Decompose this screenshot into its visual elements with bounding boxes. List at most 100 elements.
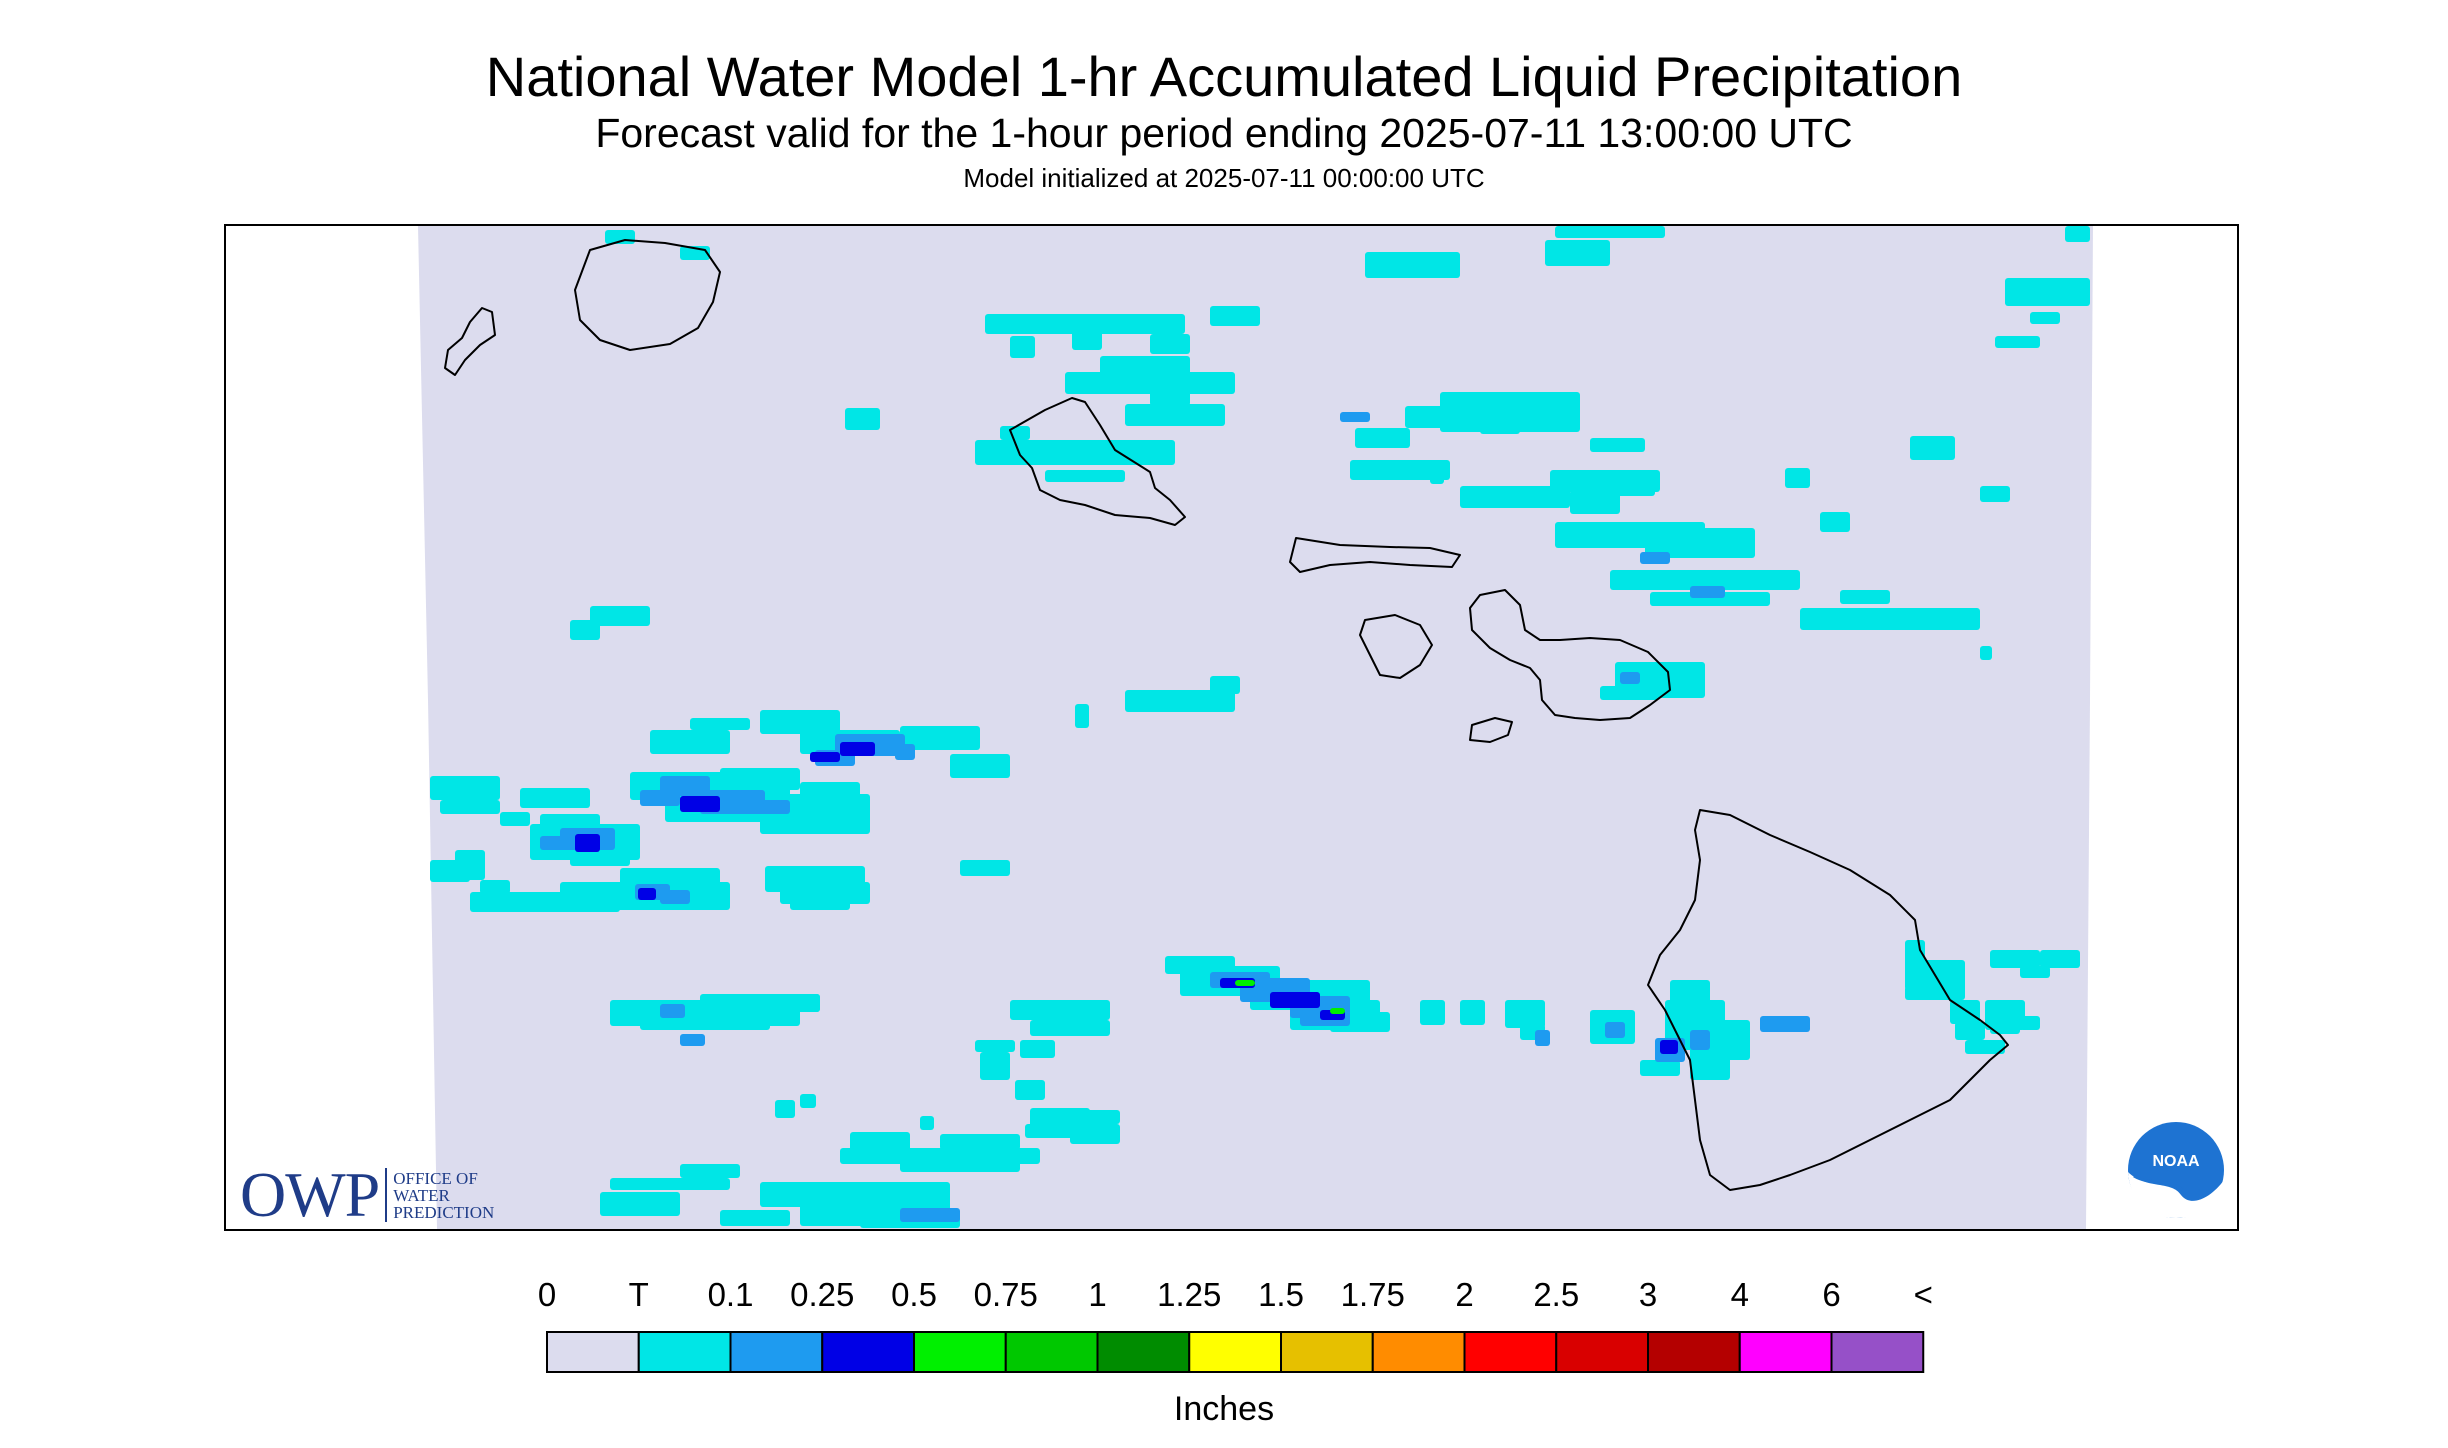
kauai-coast [574,239,721,351]
precip-cell-trace [975,1040,1015,1052]
legend-swatch-14 [1830,1331,1925,1373]
precip-cell-trace [1125,404,1225,426]
map-title: National Water Model 1-hr Accumulated Li… [485,45,1963,108]
precip-cell-trace [1125,690,1235,712]
precip-cell-trace [430,776,500,800]
precip-cell-trace [800,1094,816,1108]
legend-swatch-10 [1463,1331,1558,1373]
precip-cell-trace [1365,252,1460,278]
owp-word-2: WATER [393,1185,450,1205]
precip-cell-trace [1640,1060,1680,1076]
precip-cell-light [1640,552,1670,564]
precip-cell-trace [940,1134,1020,1150]
precip-cell-moderate [680,796,720,812]
precip-cell-trace [600,1192,680,1216]
precip-cell-trace [720,768,800,790]
legend-tick-label: 1.25 [1157,1276,1222,1313]
lanai-coast [1359,614,1433,679]
precip-cell-trace [1100,356,1190,376]
legend-tick-label: T [628,1276,649,1313]
kahoolawe-coast [1469,717,1513,743]
precip-cell-trace [1015,1080,1045,1100]
owp-word-1: OFFICE OF [393,1168,478,1188]
owp-logo-mark: OWP [240,1159,380,1230]
legend-tick-label: 6 [1822,1276,1841,1313]
precip-cell-light [660,1004,685,1018]
precip-cell-trace [480,880,510,894]
precip-cell-moderate [638,888,656,900]
precip-cell-trace [500,812,530,826]
precip-cell-trace [790,896,850,910]
precip-cell-trace [2065,226,2090,242]
legend-tick-label: 3 [1638,1276,1658,1313]
precip-cell-moderate [840,742,875,756]
legend-tick-label: 0.75 [973,1276,1038,1313]
precip-cell-trace [1980,646,1992,660]
precip-cell-trace [1650,592,1770,606]
legend-swatch-9 [1371,1331,1466,1373]
precip-cell-trace [1910,436,1955,460]
precip-cell-trace [800,782,860,806]
precip-cell-trace [1905,986,1925,1000]
legend-swatch-7 [1188,1331,1282,1373]
legend-swatch-2 [729,1331,824,1373]
niihau-coast [444,307,496,376]
precip-cell-trace [850,1132,910,1152]
legend-swatch-1 [637,1331,732,1373]
precip-cell-trace [1645,528,1755,558]
precip-cell-trace [650,730,730,754]
precip-cell-trace [1210,676,1240,694]
precip-cell-trace [1820,512,1850,532]
precip-cell-trace [980,1052,1010,1080]
precip-cell-light [540,836,580,850]
maui-coast [1469,589,1671,721]
molokai-coast [1289,537,1461,573]
legend-swatch-6 [1096,1331,1191,1373]
precip-cell-trace [1030,1020,1110,1036]
precip-cell-trace [1070,1124,1120,1144]
legend-swatch-5 [1004,1331,1099,1373]
legend-tick-label: 1 [1088,1276,1107,1313]
precip-cell-light [1535,1030,1550,1046]
precip-cell-trace [1990,950,2040,968]
precip-cell-trace [1430,470,1444,484]
precip-cell-trace [2005,278,2090,306]
precip-cell-light [1620,672,1640,684]
precip-cell-light [1760,1016,1810,1032]
precip-cell-trace [1955,1022,1985,1040]
precip-cell-trace [1980,486,2010,502]
legend-swatch-8 [1280,1331,1374,1373]
legend-swatch-0 [546,1331,640,1373]
precip-cell-trace [640,1016,770,1030]
owp-word-3: PREDICTION [393,1202,495,1222]
precip-cell-trace [2040,950,2080,968]
precip-cell-trace [2030,312,2060,324]
precip-cell-trace [1075,704,1089,728]
precip-cell-trace [690,718,750,730]
owp-logo: OWP OFFICE OF WATER PREDICTION [240,1158,494,1232]
legend-swatch-4 [913,1331,1007,1373]
precip-cell-trace [900,726,980,750]
legend-tick-label: 0.5 [891,1276,937,1313]
precip-cell-light [1605,1022,1625,1038]
legend-tick-label: 2.5 [1533,1276,1580,1313]
precip-cell-trace [520,788,590,808]
precip-cell-light [1690,586,1725,598]
model-init-line: Model initialized at 2025-07-11 00:00:00… [963,163,1485,193]
precip-cell-trace [985,314,1185,334]
precip-cell-moderate [575,834,600,852]
precip-cell-trace [1045,470,1125,482]
precip-cell-light [680,1034,705,1046]
noaa-logo-text: NOAA [2152,1153,2200,1170]
precip-cell-trace [2020,966,2050,978]
owp-logo-words: OFFICE OF WATER PREDICTION [393,1170,494,1221]
precip-cell-trace [440,800,500,814]
coastlines [444,239,2009,1191]
legend-swatch-12 [1647,1331,1741,1373]
precip-cell-trace [1785,468,1810,488]
forecast-valid-subtitle: Forecast valid for the 1-hour period end… [595,110,1853,156]
legend-tick-label: 0.1 [707,1276,754,1313]
precip-cell-trace [990,1148,1040,1164]
precip-cell-trace [1840,590,1890,604]
